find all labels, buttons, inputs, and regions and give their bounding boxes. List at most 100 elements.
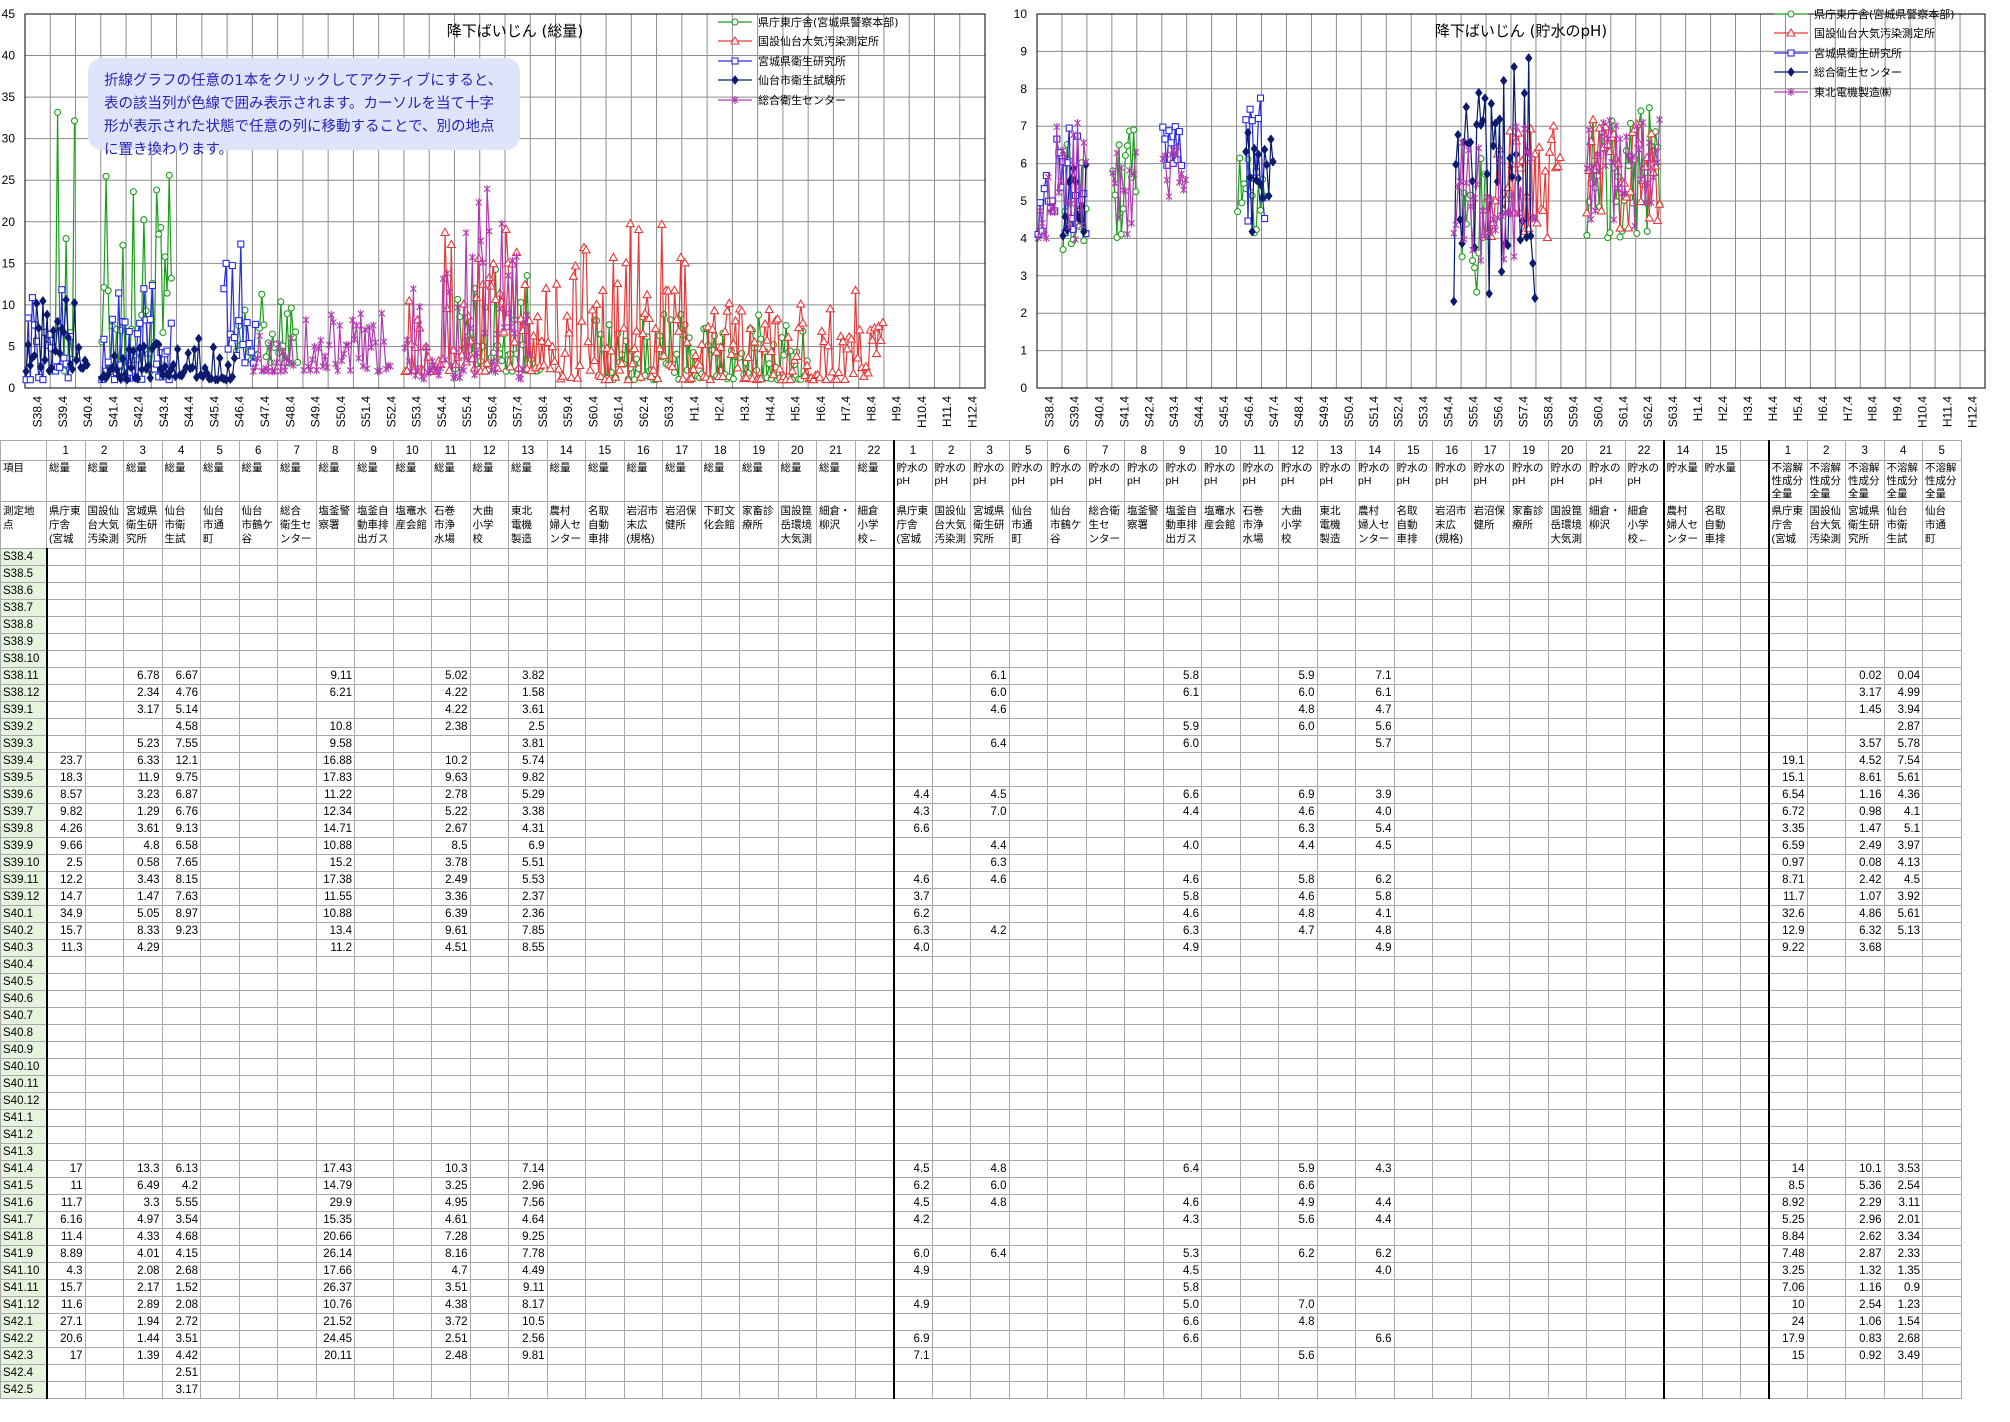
table-cell[interactable]: 不溶解 性成分 全量 — [1883, 460, 1923, 502]
data-point[interactable] — [766, 346, 777, 356]
table-cell[interactable]: 4.1 — [1355, 905, 1395, 923]
data-point[interactable] — [410, 342, 421, 352]
table-cell[interactable] — [392, 922, 432, 940]
table-cell[interactable] — [1316, 820, 1356, 838]
table-cell[interactable] — [1432, 548, 1472, 566]
table-cell[interactable] — [354, 1075, 394, 1093]
table-cell[interactable] — [1124, 633, 1164, 651]
table-cell[interactable] — [354, 752, 394, 770]
table-cell[interactable]: 4.86 — [1845, 905, 1885, 923]
table-cell[interactable] — [1201, 1313, 1241, 1331]
table-cell[interactable] — [1767, 565, 1808, 583]
data-point[interactable] — [1117, 163, 1125, 172]
table-cell[interactable] — [1047, 786, 1087, 804]
table-cell[interactable] — [392, 1194, 432, 1212]
table-cell[interactable] — [354, 1143, 394, 1161]
table-cell[interactable] — [1239, 1109, 1279, 1127]
table-cell[interactable] — [1355, 582, 1395, 600]
table-cell[interactable] — [238, 1092, 278, 1110]
data-point[interactable] — [1527, 154, 1535, 163]
table-cell[interactable] — [546, 854, 586, 872]
table-cell[interactable] — [1047, 905, 1087, 923]
table-cell[interactable] — [1662, 990, 1703, 1008]
table-cell[interactable] — [1085, 1279, 1125, 1297]
data-point[interactable] — [1071, 192, 1080, 200]
data-point[interactable] — [241, 359, 249, 367]
data-point[interactable] — [159, 328, 167, 337]
table-cell[interactable]: 2.78 — [431, 786, 471, 804]
table-cell[interactable] — [315, 650, 355, 668]
table-cell[interactable] — [1701, 1364, 1741, 1382]
data-point[interactable] — [1504, 240, 1512, 251]
table-cell[interactable] — [84, 701, 124, 719]
table-cell[interactable] — [892, 599, 933, 617]
table-cell[interactable] — [546, 752, 586, 770]
row-label[interactable]: S39.2 — [0, 718, 48, 736]
table-cell[interactable] — [931, 1364, 971, 1382]
table-cell[interactable] — [1124, 769, 1164, 787]
table-cell[interactable] — [700, 1279, 740, 1297]
data-point[interactable] — [70, 117, 79, 125]
data-point[interactable] — [709, 305, 720, 315]
table-cell[interactable] — [1085, 905, 1125, 923]
data-point[interactable] — [1261, 214, 1269, 223]
table-cell[interactable] — [1470, 1211, 1510, 1229]
table-cell[interactable] — [623, 752, 663, 770]
table-cell[interactable] — [1624, 786, 1664, 804]
table-cell[interactable] — [1470, 1194, 1510, 1212]
table-cell[interactable] — [1509, 701, 1549, 719]
table-cell[interactable] — [1393, 684, 1433, 702]
table-cell[interactable] — [1047, 1347, 1087, 1365]
table-cell[interactable] — [84, 1313, 124, 1331]
data-point[interactable] — [420, 374, 428, 383]
table-cell[interactable] — [1470, 803, 1510, 821]
table-cell[interactable] — [854, 1262, 894, 1280]
table-cell[interactable] — [623, 803, 663, 821]
data-point[interactable] — [1531, 293, 1539, 304]
table-cell[interactable] — [315, 701, 355, 719]
data-point[interactable] — [1167, 139, 1175, 147]
table-cell[interactable] — [1124, 803, 1164, 821]
data-point[interactable] — [1178, 169, 1185, 178]
table-cell[interactable] — [700, 616, 740, 634]
table-cell[interactable]: 6.39 — [431, 905, 471, 923]
table-cell[interactable]: 1.32 — [1845, 1262, 1885, 1280]
table-cell[interactable] — [700, 1075, 740, 1093]
table-cell[interactable] — [623, 1364, 663, 1382]
row-label[interactable]: S39.6 — [0, 786, 48, 804]
table-cell[interactable] — [816, 633, 856, 651]
table-cell[interactable] — [1845, 1092, 1885, 1110]
table-cell[interactable] — [546, 599, 586, 617]
table-cell[interactable] — [1701, 1245, 1741, 1263]
table-cell[interactable] — [700, 1296, 740, 1314]
table-cell[interactable]: 測定地点 — [0, 501, 47, 549]
table-cell[interactable]: 8.92 — [1767, 1194, 1808, 1212]
table-cell[interactable]: 1 — [1767, 440, 1808, 461]
table-cell[interactable] — [1662, 650, 1703, 668]
table-cell[interactable] — [200, 786, 240, 804]
table-cell[interactable] — [739, 752, 779, 770]
row-label[interactable]: S41.1 — [0, 1109, 48, 1127]
table-cell[interactable] — [585, 616, 625, 634]
row-label[interactable]: S42.2 — [0, 1330, 48, 1348]
table-cell[interactable] — [892, 752, 933, 770]
table-cell[interactable] — [277, 1092, 317, 1110]
series-line[interactable] — [1586, 107, 1661, 238]
table-cell[interactable] — [892, 582, 933, 600]
data-point[interactable] — [1540, 165, 1551, 175]
table-cell[interactable] — [1047, 684, 1087, 702]
table-cell[interactable]: 10.76 — [315, 1296, 355, 1314]
table-cell[interactable] — [1008, 650, 1048, 668]
table-cell[interactable] — [1085, 1211, 1125, 1229]
data-point[interactable] — [1065, 124, 1073, 132]
table-cell[interactable] — [84, 1024, 124, 1042]
table-cell[interactable] — [1124, 735, 1164, 753]
table-cell[interactable] — [1201, 888, 1241, 906]
table-cell[interactable] — [431, 1109, 471, 1127]
table-cell[interactable] — [161, 1041, 201, 1059]
table-cell[interactable]: 総合 衛生セ ンター — [277, 501, 317, 549]
table-cell[interactable] — [700, 956, 740, 974]
table-cell[interactable] — [1701, 718, 1741, 736]
table-cell[interactable] — [546, 871, 586, 889]
table-cell[interactable] — [1624, 701, 1664, 719]
